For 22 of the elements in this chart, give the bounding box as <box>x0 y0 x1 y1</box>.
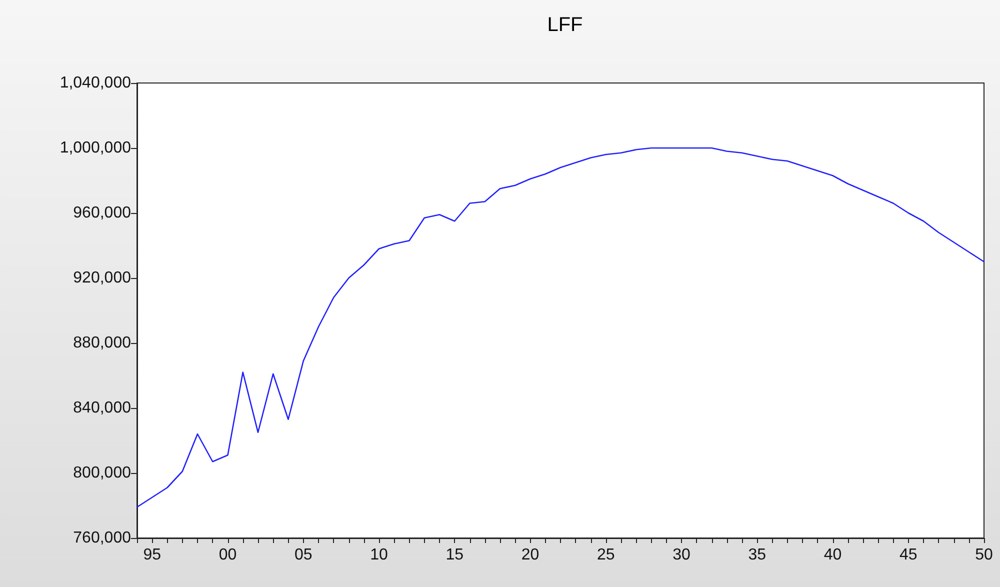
y-tick-label: 1,000,000 <box>60 140 132 156</box>
y-tick-label: 840,000 <box>73 400 132 416</box>
y-tick-label: 1,040,000 <box>60 74 132 92</box>
y-tick-label: 920,000 <box>73 270 132 286</box>
chart-title: LFF <box>547 14 583 36</box>
x-tick-label: 50 <box>975 546 993 564</box>
x-tick-label: 15 <box>446 546 464 564</box>
y-tick-label: 880,000 <box>73 334 132 352</box>
y-tick-label: 960,000 <box>73 204 132 222</box>
y-tick-label: 760,000 <box>73 530 132 546</box>
x-tick-label: 95 <box>143 546 162 564</box>
x-tick-label: 25 <box>596 546 615 564</box>
x-tick-label: 00 <box>218 546 237 564</box>
y-tick-label: 800,000 <box>73 464 132 482</box>
x-tick-label: 05 <box>294 546 312 564</box>
x-tick-label: 10 <box>370 546 388 564</box>
x-tick-label: 35 <box>748 546 766 564</box>
x-tick-label: 30 <box>672 546 690 564</box>
x-tick-label: 45 <box>899 546 918 564</box>
line-series <box>136 147 985 508</box>
x-tick-label: 40 <box>824 546 842 564</box>
x-tick-label: 20 <box>521 546 540 564</box>
